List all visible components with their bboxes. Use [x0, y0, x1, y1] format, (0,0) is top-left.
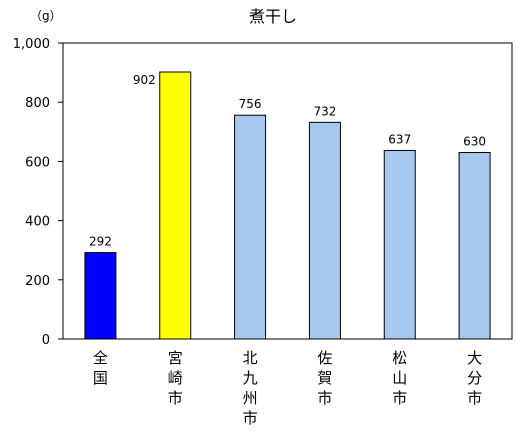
y-tick-label: 1,000 — [13, 37, 50, 52]
y-tick-label: 400 — [25, 215, 50, 230]
y-tick-label: 0 — [42, 333, 50, 348]
bar-2 — [159, 71, 192, 340]
chart-title: 煮干し — [249, 7, 297, 26]
data-label-5: 637 — [388, 132, 411, 146]
y-tick-label: 200 — [25, 274, 50, 289]
bar-6 — [458, 152, 491, 340]
data-label-3: 756 — [239, 97, 262, 111]
bar-3 — [234, 114, 267, 340]
bar-4 — [308, 121, 341, 340]
data-label-1: 292 — [89, 235, 112, 249]
category-label-5: 松山市 — [392, 349, 407, 407]
category-label-3: 北九州市 — [243, 349, 258, 427]
y-tick-label: 800 — [25, 96, 50, 111]
category-label-1: 全国 — [93, 349, 108, 387]
data-label-6: 630 — [463, 135, 486, 149]
data-label-2: 902 — [133, 73, 156, 87]
bar-5 — [383, 149, 416, 340]
category-label-6: 大分市 — [467, 349, 482, 407]
category-label-2: 宮崎市 — [168, 349, 183, 407]
plot-area: 0 200 400 600 800 1,000 292 全国 902 宮崎市 756 北九州市 732 佐… — [13, 37, 513, 427]
plot-frame — [62, 42, 513, 340]
bar-1 — [84, 252, 117, 340]
category-label-4: 佐賀市 — [317, 349, 332, 407]
y-tick-label: 600 — [25, 155, 50, 170]
y-unit-label: （g） — [30, 9, 62, 23]
data-label-4: 732 — [313, 104, 336, 118]
